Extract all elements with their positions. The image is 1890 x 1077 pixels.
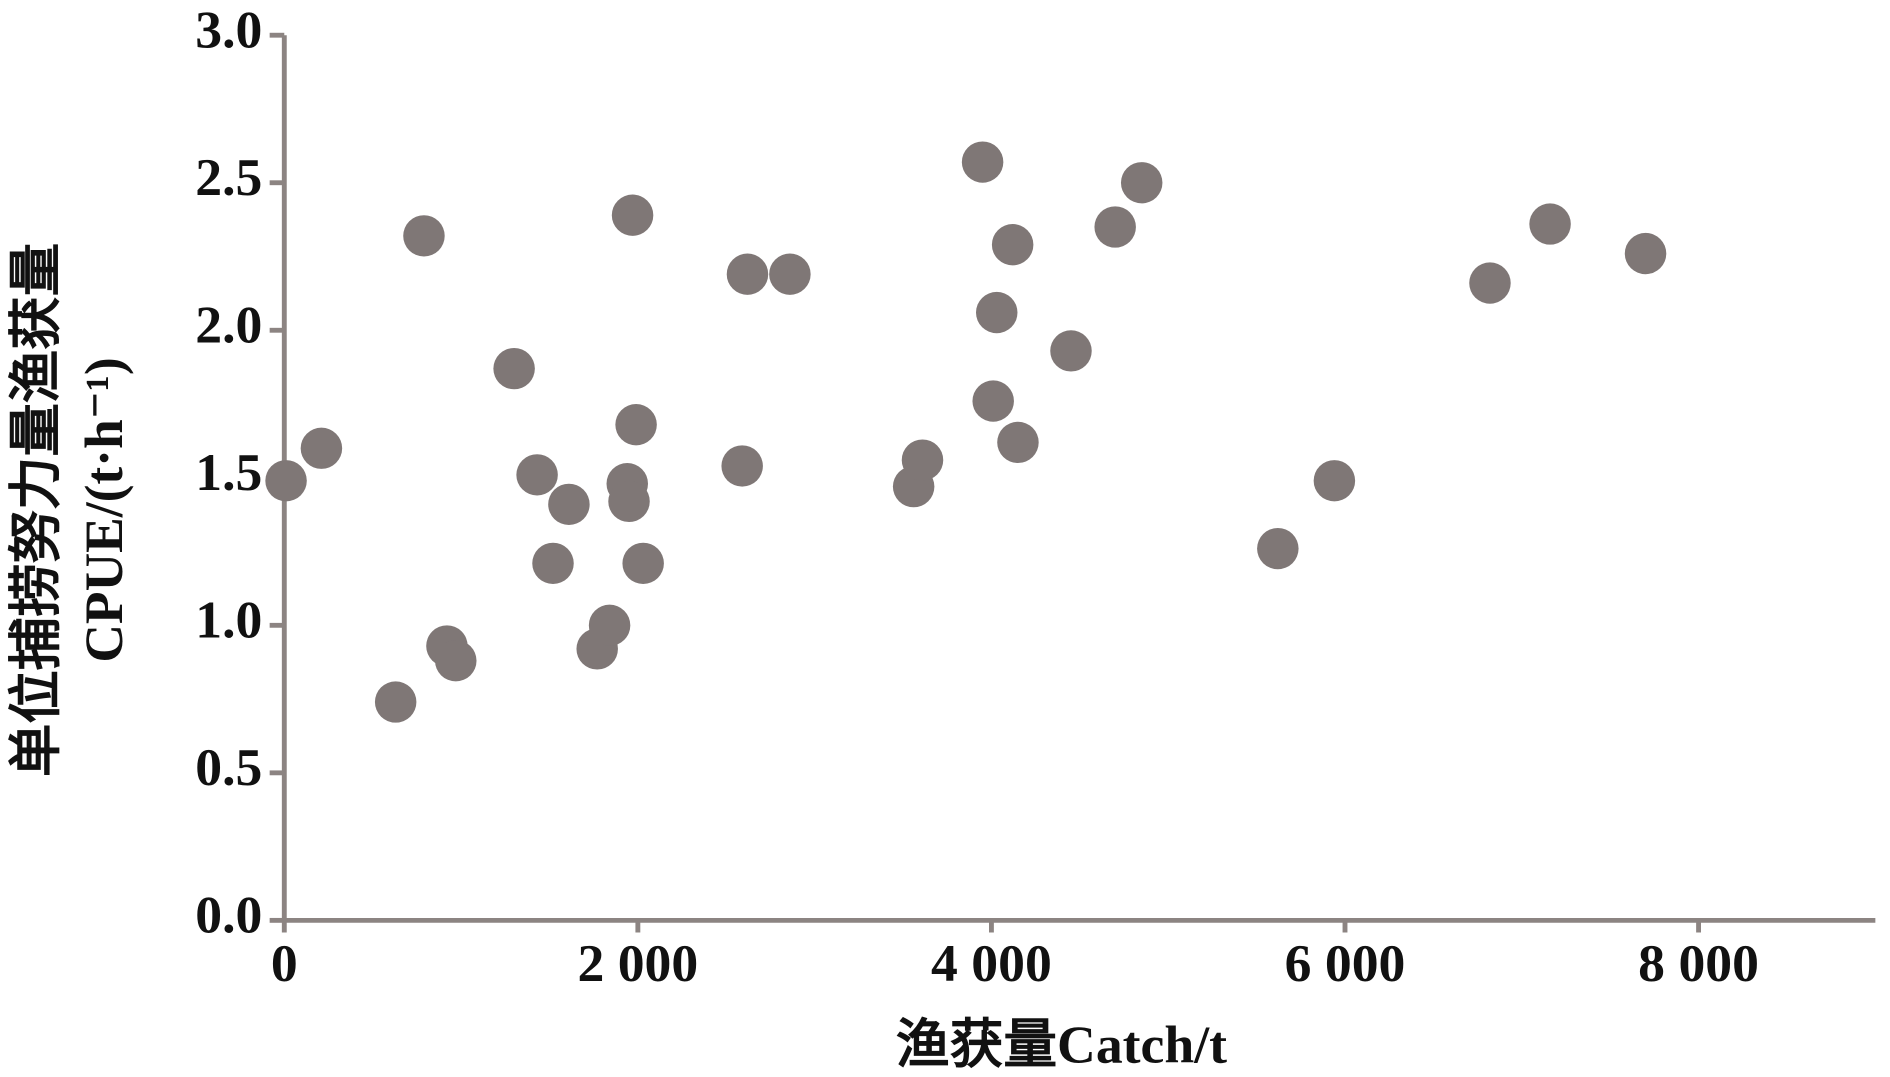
point bbox=[516, 454, 558, 496]
point bbox=[997, 421, 1039, 464]
point bbox=[588, 604, 631, 646]
x-tick-label: 6 000 bbox=[1285, 933, 1406, 993]
y-tick-label: 2.0 bbox=[195, 295, 262, 355]
point bbox=[726, 253, 769, 295]
x-tick-label: 8 000 bbox=[1638, 933, 1759, 993]
point bbox=[1094, 206, 1136, 248]
point bbox=[548, 483, 590, 525]
point bbox=[972, 380, 1014, 422]
point bbox=[961, 141, 1004, 183]
y-tick-label: 2.5 bbox=[195, 147, 262, 207]
x-tick-label: 4 000 bbox=[931, 933, 1052, 993]
x-axis-label: 渔获量Catch/t bbox=[896, 1015, 1227, 1075]
point bbox=[1120, 162, 1163, 204]
x-tick-label: 0 bbox=[271, 933, 298, 993]
y-axis-label: CPUE/(t·h⁻¹) bbox=[74, 357, 134, 662]
point bbox=[769, 253, 811, 295]
point bbox=[611, 194, 654, 236]
point bbox=[1624, 232, 1667, 275]
point bbox=[265, 460, 307, 502]
y-tick-label: 3.0 bbox=[195, 0, 262, 59]
point bbox=[1469, 262, 1511, 304]
point bbox=[403, 215, 445, 257]
point bbox=[1050, 330, 1092, 372]
y-tick-label: 0.0 bbox=[195, 885, 262, 945]
x-tick-label: 2 000 bbox=[577, 933, 698, 993]
y-tick-label: 1.5 bbox=[195, 442, 262, 502]
y-tick-label: 0.5 bbox=[195, 737, 262, 797]
point bbox=[622, 542, 664, 584]
y-tick-label: 1.0 bbox=[195, 590, 262, 650]
point bbox=[435, 640, 477, 682]
point bbox=[901, 439, 944, 481]
point bbox=[721, 445, 763, 487]
point bbox=[1313, 460, 1356, 502]
point bbox=[991, 224, 1034, 266]
point bbox=[493, 347, 535, 390]
point bbox=[374, 681, 417, 723]
point bbox=[532, 542, 574, 584]
point bbox=[615, 404, 657, 446]
point bbox=[1257, 527, 1299, 570]
point bbox=[300, 427, 343, 469]
point bbox=[975, 291, 1018, 334]
point bbox=[1529, 203, 1571, 245]
point bbox=[608, 480, 650, 523]
y-axis-label: 单位捕捞努力量渔获量 bbox=[6, 243, 66, 777]
